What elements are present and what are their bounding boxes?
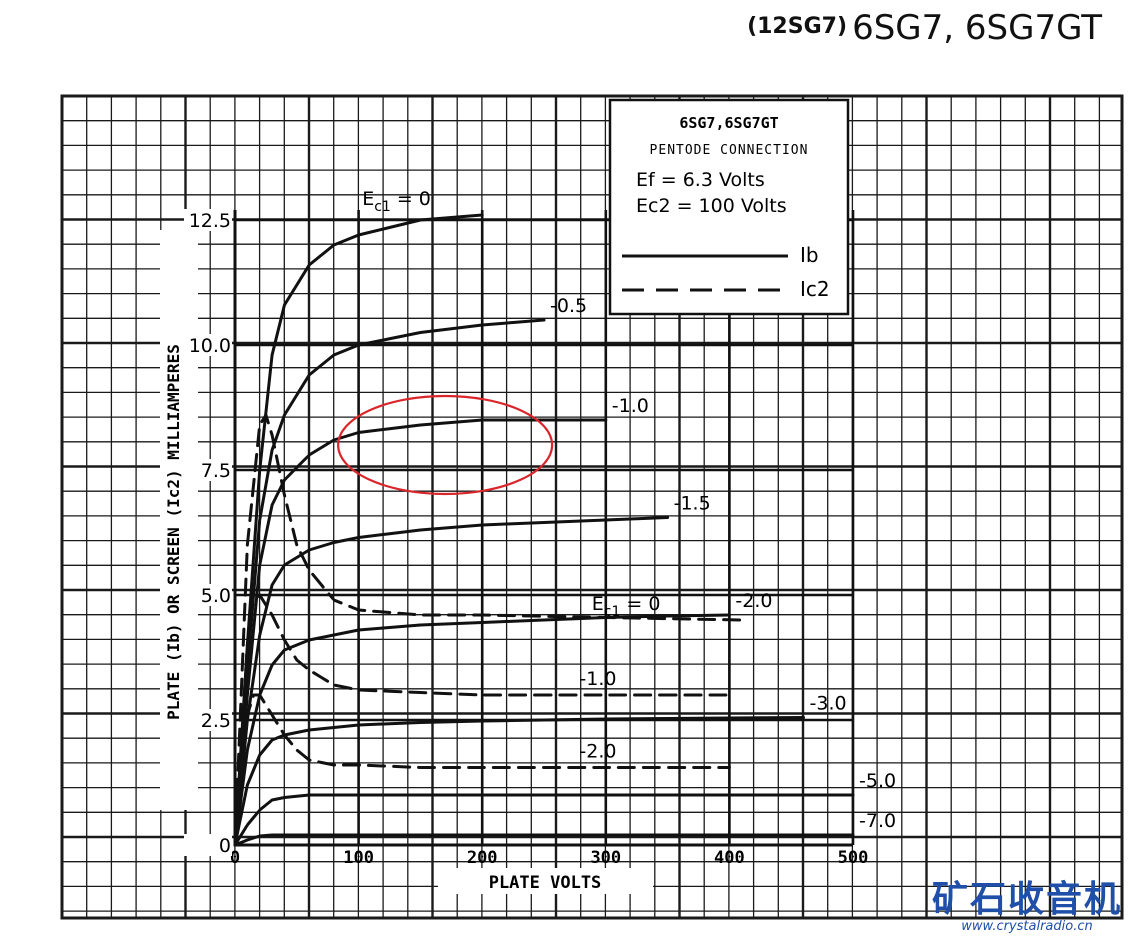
x-tick-label: 0 bbox=[230, 848, 240, 868]
series-ic2-ec1-2-0 bbox=[233, 693, 731, 847]
curve-label: -5.0 bbox=[859, 770, 896, 792]
y-tick-label: 0 bbox=[219, 835, 231, 857]
y-tick-label: 12.5 bbox=[189, 210, 231, 232]
page-title-large: 6SG7, 6SG7GT bbox=[852, 8, 1102, 48]
y-tick-bg bbox=[184, 334, 232, 356]
series-ic2-ec1-1-0 bbox=[233, 593, 731, 847]
legend-box bbox=[608, 98, 850, 316]
curve-label: Ec1 = 0 bbox=[362, 188, 431, 215]
x-tick-label: 400 bbox=[714, 848, 745, 868]
y-tick-label: 2.5 bbox=[201, 710, 231, 732]
y-tick-bg bbox=[184, 209, 232, 231]
legend-label: Ib bbox=[800, 243, 819, 267]
legend: 6SG7,6SG7GT PENTODE CONNECTION Ef = 6.3 Vo… bbox=[608, 98, 850, 316]
graph-border bbox=[60, 94, 1124, 920]
series-ib-ec1-0-5 bbox=[233, 318, 546, 847]
tick-gutter bbox=[178, 207, 234, 857]
curve-label: -3.0 bbox=[810, 693, 847, 715]
watermark-logo-text: 矿石收音机 bbox=[931, 879, 1122, 920]
series-ib-ec1-1-0 bbox=[233, 418, 608, 847]
ticks: 0 100 200 300 400 500 0 2.5 5.0 7.5 10.0 12.5 bbox=[184, 209, 868, 868]
y-tick-bg bbox=[184, 584, 232, 606]
series bbox=[233, 213, 855, 847]
series-ib-ec1-0 bbox=[233, 213, 484, 847]
curve-label: -2.0 bbox=[735, 590, 772, 612]
curve-label: -7.0 bbox=[859, 810, 896, 832]
x-axis-label: PLATE VOLTS bbox=[489, 873, 602, 893]
plot-grid bbox=[160, 207, 855, 894]
y-tick-bg bbox=[184, 709, 232, 731]
watermark: 矿石收音机 www.crystalradio.cn bbox=[931, 879, 1122, 935]
watermark-url: www.crystalradio.cn bbox=[961, 919, 1093, 934]
legend-title: 6SG7,6SG7GT bbox=[679, 114, 778, 132]
curve-label: -0.5 bbox=[550, 295, 587, 317]
legend-condition: Ef = 6.3 Volts bbox=[636, 169, 765, 191]
legend-label: Ic2 bbox=[800, 277, 830, 301]
y-tick-label: 10.0 bbox=[189, 335, 231, 357]
series-ib-ec1-1-5 bbox=[233, 516, 670, 847]
x-tick-label: 100 bbox=[343, 848, 374, 868]
y-axis-label: PLATE (Ib) OR SCREEN (Ic2) MILLIAMPERES bbox=[164, 344, 183, 720]
x-tick-label: 300 bbox=[590, 848, 621, 868]
legend-condition: Ec2 = 100 Volts bbox=[636, 195, 787, 217]
curve-label: -1.5 bbox=[674, 493, 711, 515]
y-tick-label: 5.0 bbox=[201, 585, 231, 607]
series-ib-ec1-7-0 bbox=[233, 833, 855, 847]
xlabel-gutter bbox=[438, 868, 653, 894]
legend-subtitle: PENTODE CONNECTION bbox=[650, 143, 809, 158]
series-ib-ec1-3-0 bbox=[233, 716, 806, 847]
y-tick-bg bbox=[184, 459, 232, 481]
x-tick-label: 200 bbox=[467, 848, 498, 868]
curve-label: -1.0 bbox=[579, 668, 616, 690]
annotations bbox=[337, 394, 554, 496]
page-title: (12SG7) 6SG7, 6SG7GT bbox=[747, 8, 1102, 48]
x-tick-label: 500 bbox=[838, 848, 869, 868]
annotation-ellipse bbox=[337, 394, 554, 496]
curve-label: -2.0 bbox=[579, 741, 616, 763]
y-tick-label: 7.5 bbox=[201, 460, 231, 482]
series-ib-ec1-5-0 bbox=[233, 793, 855, 847]
page-title-small: (12SG7) bbox=[747, 14, 847, 39]
series-ic2-ec1-0 bbox=[233, 413, 744, 847]
y-tick-bg bbox=[184, 834, 232, 856]
curve-label: -1.0 bbox=[612, 395, 649, 417]
